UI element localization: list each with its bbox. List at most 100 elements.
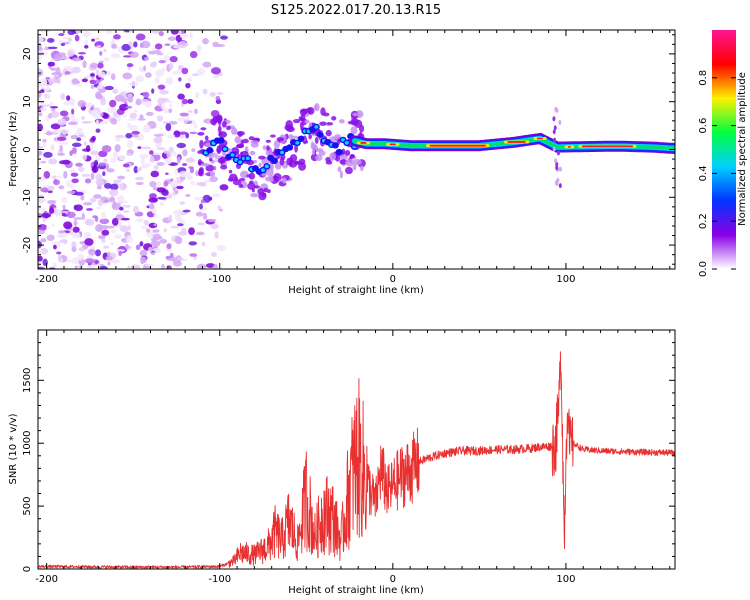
heatmap-signal-cell xyxy=(294,143,299,153)
heatmap-noise-cell xyxy=(91,109,98,115)
heatmap-noise-cell xyxy=(127,95,134,103)
heatmap-noise-cell xyxy=(118,250,123,257)
heatmap-signal-cell xyxy=(345,166,353,175)
heatmap-noise-cell xyxy=(42,138,47,143)
heatmap-noise-cell xyxy=(38,123,44,132)
heatmap-noise-cell xyxy=(168,108,173,114)
heatmap-noise-cell xyxy=(43,142,47,148)
heatmap-signal-cell xyxy=(204,135,209,141)
heatmap-noise-cell xyxy=(125,132,133,139)
heatmap-noise-cell xyxy=(38,46,43,51)
heatmap-noise-cell xyxy=(93,194,102,199)
heatmap-noise-cell xyxy=(144,163,152,167)
colorbar-tick-label: 0.0 xyxy=(698,261,709,277)
heatmap-noise-cell xyxy=(129,112,138,119)
heatmap-noise-cell xyxy=(52,175,57,179)
heatmap-noise-cell xyxy=(131,130,140,135)
heatmap-noise-cell xyxy=(119,103,129,111)
heatmap-noise-cell xyxy=(46,86,50,92)
heatmap-noise-cell xyxy=(157,84,166,90)
heatmap-noise-cell xyxy=(103,158,108,163)
heatmap-noise-cell xyxy=(152,229,160,233)
heatmap-noise-cell xyxy=(47,185,55,191)
colorbar-tick-label: 0.8 xyxy=(698,70,709,86)
heatmap-noise-cell xyxy=(148,150,154,155)
heatmap-noise-cell xyxy=(156,52,164,56)
heatmap-noise-cell xyxy=(174,236,183,245)
heatmap-noise-cell xyxy=(144,72,152,78)
heatmap-signal-cell xyxy=(291,135,299,139)
heatmap-noise-cell xyxy=(173,130,181,138)
heatmap-noise-cell xyxy=(140,256,147,264)
heatmap-noise-cell xyxy=(47,200,57,205)
heatmap-noise-cell xyxy=(62,36,69,40)
heatmap-noise-cell xyxy=(153,213,158,217)
heatmap-signal-cell xyxy=(339,170,343,179)
heatmap-signal-cell xyxy=(555,181,559,187)
heatmap-noise-cell xyxy=(62,204,66,210)
heatmap-noise-cell xyxy=(153,137,163,144)
heatmap-noise-cell xyxy=(140,98,149,103)
heatmap-noise-cell xyxy=(50,144,55,150)
heatmap-signal-cell xyxy=(258,155,266,160)
heatmap-noise-cell xyxy=(173,209,182,216)
heatmap-noise-cell xyxy=(95,91,102,99)
colorbar-gradient xyxy=(712,30,736,269)
heatmap-noise-cell xyxy=(125,243,129,250)
heatmap-signal-cell xyxy=(228,169,233,174)
heatmap-noise-cell xyxy=(38,112,43,117)
heatmap-signal-cell xyxy=(331,116,337,121)
snr-y-tick-label: 0 xyxy=(22,566,33,572)
heatmap-noise-cell xyxy=(103,245,109,249)
heatmap-noise-cell xyxy=(91,38,95,42)
heatmap-signal-cell xyxy=(200,162,210,167)
spectrogram-y-tick-label: 10 xyxy=(22,95,33,108)
heatmap-noise-cell xyxy=(150,30,161,34)
heatmap-signal-cell xyxy=(248,172,256,180)
heatmap-noise-cell xyxy=(178,77,182,82)
heatmap-noise-cell xyxy=(73,219,77,228)
heatmap-noise-cell xyxy=(74,191,84,196)
heatmap-noise-cell xyxy=(48,207,55,214)
heatmap-noise-cell xyxy=(176,185,184,190)
heatmap-noise-cell xyxy=(38,67,42,74)
heatmap-signal-cell xyxy=(358,124,365,133)
heatmap-noise-cell xyxy=(210,223,219,230)
heatmap-noise-cell xyxy=(194,196,204,201)
heatmap-noise-cell xyxy=(144,100,152,108)
heatmap-signal-cell xyxy=(273,140,280,149)
heatmap-noise-cell xyxy=(91,165,99,174)
heatmap-signal-cell xyxy=(286,144,294,151)
heatmap-noise-cell xyxy=(121,217,130,221)
heatmap-noise-cell xyxy=(154,43,163,50)
heatmap-noise-cell xyxy=(82,154,88,161)
heatmap-noise-cell xyxy=(56,251,62,255)
heatmap-noise-cell xyxy=(131,134,140,138)
heatmap-signal-cell xyxy=(257,187,265,195)
heatmap-noise-cell xyxy=(71,142,82,148)
heatmap-noise-cell xyxy=(38,266,45,269)
heatmap-noise-cell xyxy=(176,257,184,261)
heatmap-noise-cell xyxy=(126,63,134,68)
heatmap-noise-cell xyxy=(84,44,89,49)
heatmap-noise-cell xyxy=(207,218,217,223)
snr-y-axis-label: SNR (10 * v/v) xyxy=(8,413,19,484)
heatmap-signal-cell xyxy=(298,158,306,165)
heatmap-noise-cell xyxy=(46,94,51,100)
heatmap-noise-cell xyxy=(215,44,226,47)
heatmap-noise-cell xyxy=(81,116,85,120)
heatmap-signal-cell xyxy=(282,177,287,184)
heatmap-noise-cell xyxy=(177,223,184,227)
heatmap-noise-cell xyxy=(173,151,177,157)
spectrogram-y-axis-label: Frequency (Hz) xyxy=(8,111,19,187)
heatmap-noise-cell xyxy=(181,162,188,167)
spectrogram-x-tick-label: 0 xyxy=(390,274,396,285)
heatmap-signal-cell xyxy=(337,166,342,173)
heatmap-noise-cell xyxy=(123,114,127,118)
heatmap-noise-cell xyxy=(51,223,55,227)
spectrogram-ticks xyxy=(38,30,675,269)
heatmap-noise-cell xyxy=(60,93,66,100)
heatmap-noise-cell xyxy=(57,254,62,263)
heatmap-noise-cell xyxy=(105,164,110,170)
heatmap-noise-cell xyxy=(39,249,43,254)
